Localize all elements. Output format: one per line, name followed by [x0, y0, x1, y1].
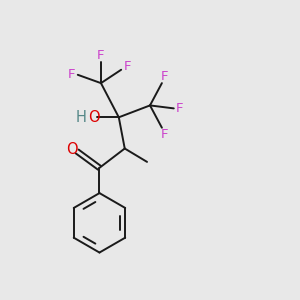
Text: F: F: [176, 102, 184, 115]
Text: F: F: [97, 49, 105, 62]
Text: F: F: [123, 60, 131, 73]
Text: F: F: [68, 68, 76, 81]
Text: F: F: [161, 70, 169, 83]
Text: O: O: [66, 142, 78, 157]
Text: O: O: [88, 110, 100, 125]
Text: H: H: [75, 110, 86, 125]
Text: F: F: [161, 128, 169, 141]
